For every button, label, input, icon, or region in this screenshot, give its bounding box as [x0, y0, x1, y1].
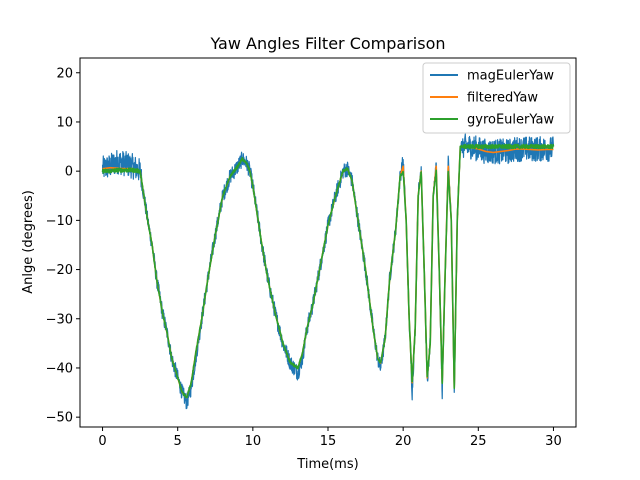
- chart-title: Yaw Angles Filter Comparison: [209, 34, 445, 53]
- y-tick-label: −40: [46, 361, 73, 376]
- y-tick-label: 20: [56, 66, 73, 81]
- y-axis-label: Anlge (degrees): [21, 190, 36, 294]
- x-tick-label: 25: [470, 434, 487, 449]
- y-tick-label: −10: [46, 214, 73, 229]
- y-axis: 20 10 0 −10 −20 −30 −40 −50: [46, 66, 80, 426]
- x-tick-label: 5: [174, 434, 182, 449]
- series-layer: [101, 133, 555, 410]
- legend-box: [422, 62, 571, 134]
- y-tick-label: −50: [46, 411, 73, 426]
- x-axis: 0 5 10 15 20 25 30: [98, 427, 562, 449]
- series-line-gyroEulerYaw: [101, 143, 555, 399]
- series-line-magEulerYaw: [101, 133, 555, 410]
- x-tick-label: 20: [395, 434, 412, 449]
- x-tick-label: 10: [245, 434, 262, 449]
- x-tick-label: 15: [320, 434, 337, 449]
- y-tick-label: 0: [65, 165, 73, 180]
- x-axis-label: Time(ms): [296, 457, 358, 472]
- x-tick-label: 0: [98, 434, 106, 449]
- y-tick-label: −30: [46, 312, 73, 327]
- y-tick-label: 10: [56, 115, 73, 130]
- x-tick-label: 30: [545, 434, 562, 449]
- legend: magEulerYaw filteredYaw gyroEulerYaw: [422, 62, 571, 134]
- y-tick-label: −20: [46, 263, 73, 278]
- legend-label: filteredYaw: [467, 91, 538, 106]
- legend-label: magEulerYaw: [467, 69, 554, 84]
- legend-label: gyroEulerYaw: [467, 113, 554, 128]
